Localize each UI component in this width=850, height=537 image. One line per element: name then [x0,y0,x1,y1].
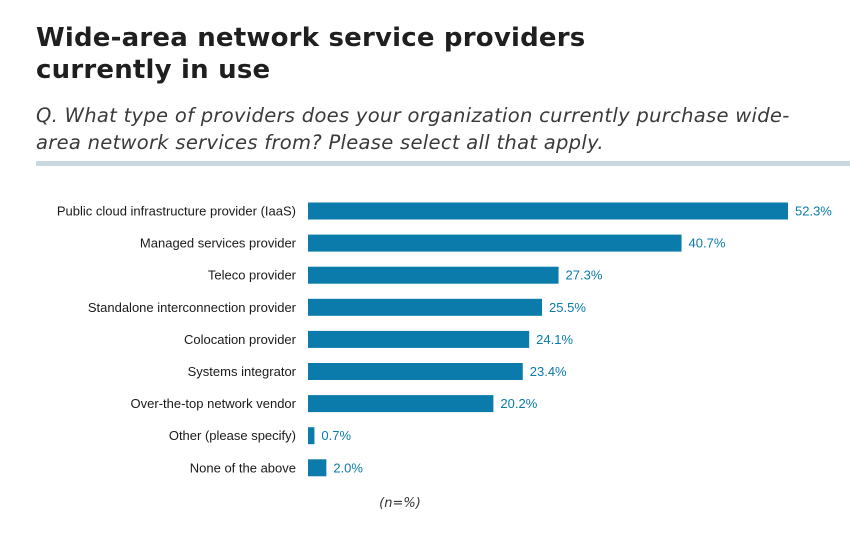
bar [308,331,529,348]
bar [308,459,326,476]
value-label: 0.7% [321,428,351,443]
bar [308,203,788,220]
bar [308,299,542,316]
category-label: Standalone interconnection provider [88,300,297,315]
bar [308,363,523,380]
value-label: 25.5% [549,300,586,315]
value-label: 20.2% [500,396,537,411]
category-label: Systems integrator [188,364,297,379]
category-label: Other (please specify) [169,428,296,443]
bar-chart: Public cloud infrastructure provider (Ia… [0,0,850,537]
value-label: 23.4% [530,364,567,379]
bar [308,427,314,444]
category-label: Managed services provider [140,236,297,251]
value-label: 52.3% [795,204,832,219]
category-label: Public cloud infrastructure provider (Ia… [57,204,296,219]
bar [308,267,559,284]
value-label: 2.0% [333,460,363,475]
bar [308,395,493,412]
value-label: 27.3% [566,268,603,283]
bar [308,235,682,252]
sample-note: (n=%) [330,496,470,511]
category-label: Colocation provider [184,332,297,347]
value-label: 24.1% [536,332,573,347]
category-label: None of the above [190,460,296,475]
value-label: 40.7% [689,236,726,251]
category-label: Teleco provider [208,268,297,283]
category-label: Over-the-top network vendor [131,396,297,411]
